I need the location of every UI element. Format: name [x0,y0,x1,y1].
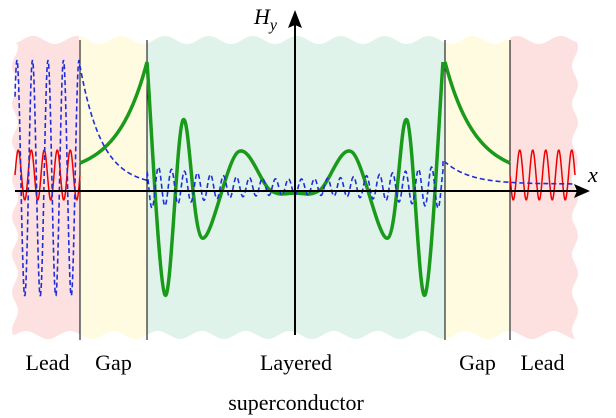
lead-wave [14,149,81,201]
region [445,36,510,339]
region-label: Gap [95,350,132,375]
lead-wave [509,149,576,201]
axes: Hy x [15,4,598,335]
region [510,36,578,339]
y-label-sub: y [268,17,278,34]
region-label: superconductor [228,390,364,415]
field-curves [14,59,576,297]
region-label: Lead [521,350,565,375]
region-label: Layered [260,350,332,375]
region-labels: Lead Gap Layered superconductor Gap Lead [26,350,565,415]
x-arrow [574,184,590,198]
region [80,36,147,339]
region [12,36,81,339]
region-label: Lead [26,350,70,375]
x-axis-label: x [587,162,598,187]
y-arrow [288,10,302,28]
y-label-main: H [253,4,271,29]
y-axis-label: Hy [253,4,278,34]
region-label: Gap [459,350,496,375]
